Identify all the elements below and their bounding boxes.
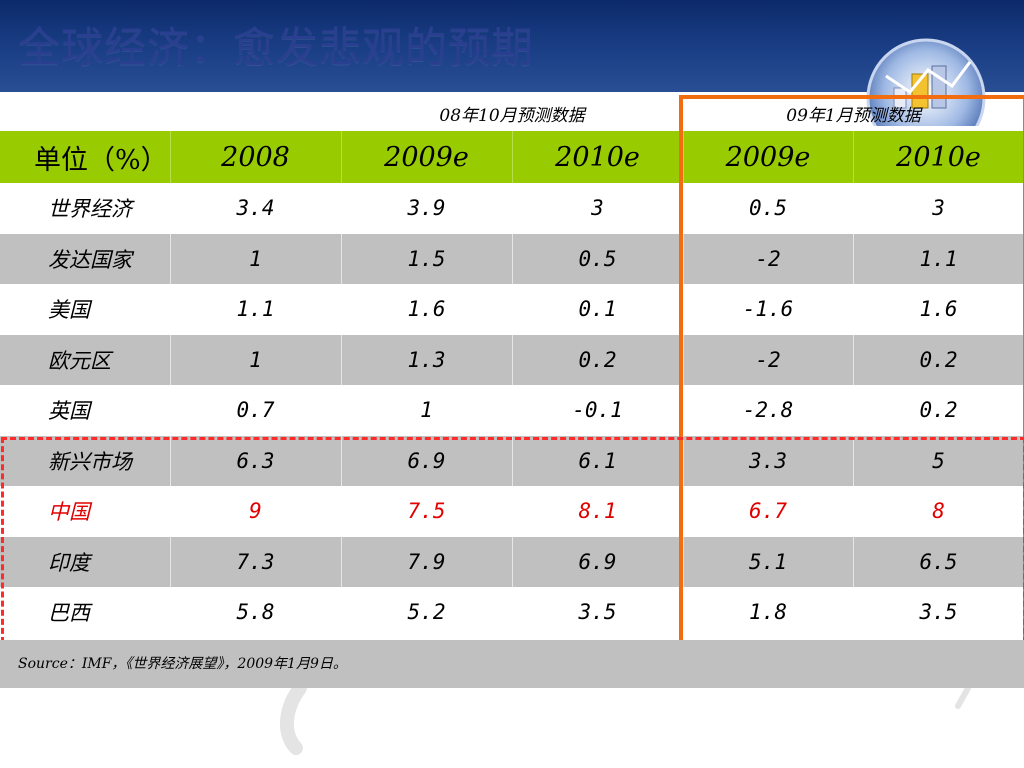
row-label: 印度 [0, 536, 171, 587]
cell: 1.5 [341, 233, 513, 284]
group-label-oct08: 08年10月预测数据 [439, 106, 585, 126]
cell: 3.3 [683, 435, 854, 486]
cell: 6.5 [853, 536, 1024, 587]
cell: -2.8 [683, 385, 854, 436]
cell: 0.5 [683, 183, 854, 234]
cell: -2 [683, 233, 854, 284]
cell: 1.1 [853, 233, 1024, 284]
table-row: 美国 1.1 1.6 0.1 -1.6 1.6 [0, 284, 1024, 335]
cell: 0.1 [512, 284, 684, 335]
cell: 8.1 [512, 486, 684, 537]
row-label: 世界经济 [0, 183, 171, 234]
row-label: 中国 [0, 486, 171, 537]
header-2010e-jan: 2010e [853, 131, 1024, 183]
cell: 1.6 [853, 284, 1024, 335]
header-2010e-oct: 2010e [512, 131, 684, 183]
forecast-table: 08年10月预测数据 09年1月预测数据 单位（%） 2008 2009e 20… [0, 96, 1024, 638]
table-row: 巴西 5.8 5.2 3.5 1.8 3.5 [0, 587, 1024, 638]
cell: 3.5 [853, 587, 1024, 638]
table-row: 欧元区 1 1.3 0.2 -2 0.2 [0, 334, 1024, 385]
cell: 6.9 [341, 435, 513, 486]
cell: 5.8 [170, 587, 342, 638]
cell: 5.1 [683, 536, 854, 587]
cell: 0.2 [853, 334, 1024, 385]
header-band: 全球经济：愈发悲观的预期 [0, 0, 1024, 126]
group-spacer [170, 96, 341, 131]
source-note: Source：IMF，《世界经济展望》，2009年1月9日。 [0, 640, 1024, 688]
cell: 1.3 [341, 334, 513, 385]
row-label: 发达国家 [0, 233, 171, 284]
cell: 8 [853, 486, 1024, 537]
header-2008: 2008 [170, 131, 342, 183]
column-group-row: 08年10月预测数据 09年1月预测数据 [0, 96, 1024, 131]
cell: 5.2 [341, 587, 513, 638]
cell: 1 [341, 385, 513, 436]
table-row: 英国 0.7 1 -0.1 -2.8 0.2 [0, 385, 1024, 436]
cell: 1.1 [170, 284, 342, 335]
cell: 1.8 [683, 587, 854, 638]
row-label: 新兴市场 [0, 435, 171, 486]
cell: 6.9 [512, 536, 684, 587]
column-header-row: 单位（%） 2008 2009e 2010e 2009e 2010e [0, 131, 1024, 183]
header-2009e-oct: 2009e [341, 131, 513, 183]
cell: -1.6 [683, 284, 854, 335]
group-spacer [0, 96, 170, 131]
header-2009e-jan: 2009e [683, 131, 854, 183]
row-label: 欧元区 [0, 334, 171, 385]
cell: 3.9 [341, 183, 513, 234]
row-label: 美国 [0, 284, 171, 335]
cell: 1 [170, 233, 342, 284]
cell: 6.1 [512, 435, 684, 486]
cell: 3.5 [512, 587, 684, 638]
table-row: 印度 7.3 7.9 6.9 5.1 6.5 [0, 536, 1024, 587]
decorative-watermark [279, 688, 971, 755]
cell: 9 [170, 486, 342, 537]
cell: 6.3 [170, 435, 342, 486]
cell: 3 [512, 183, 684, 234]
table-row: 世界经济 3.4 3.9 3 0.5 3 [0, 183, 1024, 234]
table-row: 发达国家 1 1.5 0.5 -2 1.1 [0, 233, 1024, 284]
group-label-jan09: 09年1月预测数据 [786, 106, 921, 126]
cell: 7.3 [170, 536, 342, 587]
header-unit: 单位（%） [0, 131, 171, 183]
cell: 0.2 [512, 334, 684, 385]
cell: -0.1 [512, 385, 684, 436]
cell: 0.2 [853, 385, 1024, 436]
row-label: 英国 [0, 385, 171, 436]
slide-title: 全球经济：愈发悲观的预期 [18, 23, 535, 72]
cell: 5 [853, 435, 1024, 486]
cell: 0.7 [170, 385, 342, 436]
cell: -2 [683, 334, 854, 385]
cell: 7.9 [341, 536, 513, 587]
table-row: 新兴市场 6.3 6.9 6.1 3.3 5 [0, 435, 1024, 486]
cell: 3.4 [170, 183, 342, 234]
cell: 6.7 [683, 486, 854, 537]
cell: 7.5 [341, 486, 513, 537]
row-label: 巴西 [0, 587, 171, 638]
cell: 0.5 [512, 233, 684, 284]
cell: 1 [170, 334, 342, 385]
table-row-highlighted: 中国 9 7.5 8.1 6.7 8 [0, 486, 1024, 537]
cell: 3 [853, 183, 1024, 234]
cell: 1.6 [341, 284, 513, 335]
